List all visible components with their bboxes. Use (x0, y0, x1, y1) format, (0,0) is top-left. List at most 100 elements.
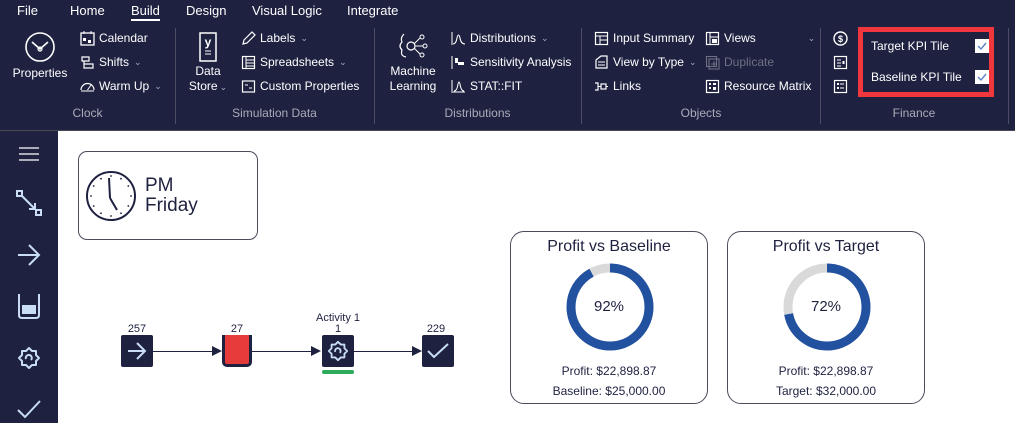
activity-tool[interactable] (14, 343, 44, 373)
duplicate-button[interactable]: Duplicate (705, 53, 774, 71)
distributions-label: Distributions (470, 31, 537, 45)
separator (175, 28, 176, 124)
dollar-icon: $ (833, 30, 848, 46)
menu-button[interactable] (14, 139, 44, 169)
distribution-curve-icon (451, 31, 466, 45)
queue-tool[interactable] (14, 291, 44, 321)
tab-design[interactable]: Design (186, 3, 227, 18)
calendar-icon (80, 30, 95, 46)
group-finance: $ Finance (821, 24, 1007, 128)
entry-count: 257 (127, 323, 147, 335)
chevron-down-icon: ⌄ (541, 32, 549, 43)
target-kpi-tile-toggle[interactable]: Target KPI Tile (871, 39, 989, 53)
views-icon (705, 31, 720, 45)
activity-gear-icon (18, 347, 40, 369)
resource-matrix-label: Resource Matrix (724, 79, 812, 93)
distributions-button[interactable]: Distributions ⌄ (451, 29, 549, 47)
group-label-objects: Objects (680, 106, 722, 120)
kpi-profit: Profit: $22,898.87 (778, 364, 874, 378)
tab-build[interactable]: Build (131, 3, 160, 21)
connector-tool[interactable] (14, 188, 44, 218)
resource-matrix-icon (705, 79, 720, 93)
tab-visual-logic[interactable]: Visual Logic (252, 3, 322, 18)
finance-list-button[interactable] (833, 77, 852, 95)
sensitivity-icon (451, 55, 464, 69)
data-store-button[interactable]: y Data Store ⌄ (188, 32, 228, 95)
baseline-kpi-tile-toggle[interactable]: Baseline KPI Tile (871, 70, 989, 84)
chevron-down-icon: ⌄ (807, 32, 816, 43)
activity-label: Activity 1 (315, 312, 360, 324)
data-store-label-1: Data (195, 64, 221, 78)
queue-count: 27 (230, 323, 244, 335)
kpi-profit: Profit: $22,898.87 (561, 364, 657, 378)
statfit-icon (451, 79, 465, 93)
entry-node[interactable] (121, 335, 153, 367)
kpi-percent: 72% (810, 298, 842, 315)
machine-learning-button[interactable]: Machine Learning (385, 30, 441, 94)
group-label-clock: Clock (72, 106, 103, 120)
kpi-tile-target[interactable]: Profit vs Target 72% Profit: $22,898.87 … (727, 231, 925, 404)
connector-line[interactable] (153, 351, 213, 352)
group-label-finance: Finance (892, 106, 936, 120)
finance-table-icon (833, 55, 848, 69)
queue-node[interactable] (222, 335, 252, 367)
warm-up-button[interactable]: Warm Up ⌄ (80, 77, 162, 95)
kpi-tile-baseline[interactable]: Profit vs Baseline 92% Profit: $22,898.8… (510, 231, 708, 404)
checkmark-icon (977, 42, 987, 51)
entry-tool[interactable] (14, 240, 44, 270)
links-button[interactable]: Links (594, 77, 641, 95)
spreadsheets-button[interactable]: Spreadsheets ⌄ (241, 53, 347, 71)
target-kpi-tile-checkbox[interactable] (975, 39, 989, 53)
custom-properties-button[interactable]: Custom Properties (241, 77, 359, 95)
views-label: Views (724, 31, 756, 45)
calendar-label: Calendar (99, 31, 148, 45)
exit-tool[interactable] (14, 394, 44, 424)
connector-line[interactable] (252, 351, 312, 352)
svg-text:y: y (205, 35, 212, 49)
exit-node[interactable] (422, 335, 454, 367)
group-label-distributions: Distributions (444, 106, 511, 120)
shifts-button[interactable]: Shifts ⌄ (80, 53, 142, 71)
kpi-title: Profit vs Baseline (547, 238, 671, 255)
chevron-down-icon: ⌄ (134, 56, 142, 67)
machine-learning-icon (399, 33, 428, 58)
calendar-button[interactable]: Calendar (80, 29, 148, 47)
group-objects: Input Summary View by Type ⌄ Links Views… (582, 24, 820, 128)
group-clock: Properties Calendar Shifts ⌄ Warm Up ⌄ C… (0, 24, 175, 128)
tab-integrate[interactable]: Integrate (347, 3, 399, 18)
checkmark-icon (977, 73, 987, 82)
tab-home[interactable]: Home (70, 3, 105, 18)
sensitivity-analysis-button[interactable]: Sensitivity Analysis (451, 53, 571, 71)
connector-line[interactable] (354, 351, 414, 352)
activity-status-bar (322, 370, 354, 374)
input-summary-button[interactable]: Input Summary (594, 29, 694, 47)
group-label-simulation-data: Simulation Data (232, 106, 317, 120)
kpi-percent: 92% (593, 298, 625, 315)
finance-table-button[interactable] (833, 53, 852, 71)
svg-text:$: $ (838, 34, 843, 44)
input-summary-icon (594, 31, 609, 45)
view-by-type-icon (595, 54, 608, 69)
labels-label: Labels (260, 31, 296, 45)
properties-button[interactable]: Properties (8, 30, 72, 81)
clock-period: PM (145, 175, 174, 196)
baseline-kpi-tile-checkbox[interactable] (975, 70, 989, 84)
kpi-tile-highlight: Target KPI Tile Baseline KPI Tile (858, 27, 994, 97)
arrow-right-icon (128, 342, 147, 360)
activity-count: 1 (334, 323, 342, 335)
views-button[interactable]: Views ⌄ (705, 29, 815, 47)
statfit-button[interactable]: STAT::FIT (451, 77, 522, 95)
resource-matrix-button[interactable]: Resource Matrix (705, 77, 811, 95)
exit-check-icon (17, 400, 41, 419)
checkmark-icon (427, 343, 449, 359)
clock-tile[interactable]: PM Friday (78, 151, 258, 240)
finance-dollar-button[interactable]: $ (833, 29, 852, 47)
labels-button[interactable]: Labels ⌄ (241, 29, 308, 47)
chevron-down-icon: ⌄ (339, 56, 347, 67)
duplicate-label: Duplicate (724, 55, 775, 69)
view-by-type-button[interactable]: View by Type ⌄ (594, 53, 696, 71)
analog-clock-icon (86, 171, 136, 221)
activity-node[interactable] (322, 335, 354, 367)
tab-file[interactable]: File (17, 3, 38, 18)
clock-day: Friday (145, 195, 198, 216)
